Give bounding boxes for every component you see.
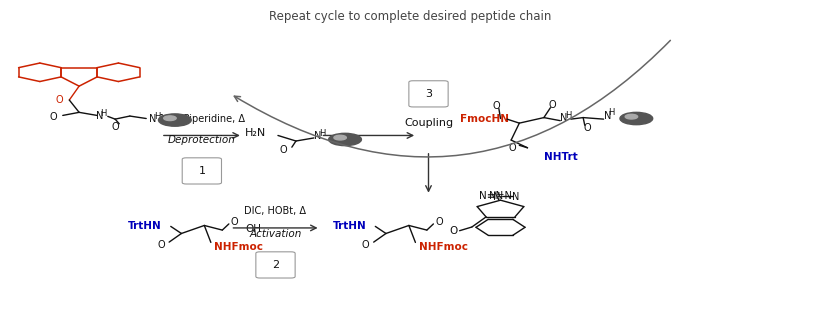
Text: O: O: [435, 217, 443, 227]
Circle shape: [626, 114, 638, 119]
Text: N: N: [560, 113, 567, 123]
Text: H: H: [319, 129, 325, 138]
Text: Repeat cycle to complete desired peptide chain: Repeat cycle to complete desired peptide…: [269, 10, 552, 23]
Text: O: O: [584, 123, 591, 133]
Text: N: N: [314, 131, 322, 141]
Text: O: O: [493, 101, 500, 111]
Text: O: O: [49, 112, 57, 122]
FancyArrowPatch shape: [234, 40, 671, 157]
Text: H: H: [100, 109, 107, 118]
Circle shape: [334, 135, 346, 140]
Circle shape: [328, 133, 361, 146]
Text: N: N: [96, 111, 103, 121]
Text: O: O: [112, 123, 119, 132]
Text: Coupling: Coupling: [404, 118, 453, 128]
Text: O: O: [280, 145, 287, 155]
Text: N: N: [493, 192, 500, 202]
Text: O: O: [231, 217, 238, 227]
Text: 2: 2: [272, 260, 279, 270]
Text: TrtHN: TrtHN: [128, 221, 162, 231]
Text: NHFmoc: NHFmoc: [419, 242, 468, 252]
Text: N=N: N=N: [489, 192, 512, 202]
Text: TrtHN: TrtHN: [333, 221, 366, 231]
FancyBboxPatch shape: [182, 158, 222, 184]
Text: DIC, HOBt, Δ: DIC, HOBt, Δ: [245, 206, 306, 216]
FancyBboxPatch shape: [256, 252, 295, 278]
Text: FmocHN: FmocHN: [460, 114, 508, 123]
Circle shape: [620, 112, 653, 125]
Text: NHTrt: NHTrt: [544, 152, 578, 162]
Text: Deprotection: Deprotection: [168, 135, 236, 145]
Text: H₂N: H₂N: [245, 128, 266, 138]
Text: O: O: [56, 95, 63, 105]
Text: 10% Piperidine, Δ: 10% Piperidine, Δ: [158, 114, 245, 123]
FancyBboxPatch shape: [409, 81, 448, 107]
Text: Activation: Activation: [250, 229, 301, 239]
Text: N: N: [604, 111, 612, 121]
Text: H: H: [565, 111, 571, 120]
Text: O: O: [509, 143, 516, 153]
Text: O: O: [362, 240, 369, 250]
Text: O: O: [450, 226, 458, 236]
Text: O: O: [157, 240, 165, 250]
Text: OH: OH: [245, 224, 261, 234]
Circle shape: [163, 116, 177, 121]
Text: 1: 1: [199, 166, 205, 176]
Text: NHFmoc: NHFmoc: [214, 242, 263, 252]
Text: N≡N: N≡N: [479, 191, 502, 201]
Circle shape: [158, 114, 191, 126]
Text: 3: 3: [425, 89, 432, 99]
Text: O: O: [548, 100, 556, 110]
Text: N: N: [149, 114, 157, 124]
Text: N: N: [511, 192, 519, 202]
Text: H: H: [154, 113, 160, 122]
Text: H: H: [608, 109, 615, 118]
